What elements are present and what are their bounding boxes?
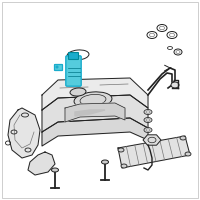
Polygon shape: [42, 95, 148, 132]
Polygon shape: [65, 103, 125, 122]
FancyBboxPatch shape: [66, 56, 81, 86]
Ellipse shape: [180, 136, 186, 140]
Ellipse shape: [56, 66, 58, 68]
Polygon shape: [143, 135, 161, 145]
Ellipse shape: [185, 152, 191, 156]
Ellipse shape: [102, 160, 108, 164]
Ellipse shape: [74, 92, 112, 108]
Ellipse shape: [144, 128, 152, 132]
Polygon shape: [42, 78, 148, 110]
Ellipse shape: [70, 88, 86, 96]
Ellipse shape: [144, 117, 152, 122]
FancyBboxPatch shape: [54, 64, 62, 71]
Polygon shape: [28, 152, 55, 175]
Polygon shape: [118, 136, 190, 168]
Ellipse shape: [52, 168, 58, 172]
Ellipse shape: [121, 164, 127, 168]
Polygon shape: [75, 110, 105, 116]
Ellipse shape: [144, 110, 152, 114]
Ellipse shape: [118, 148, 124, 152]
Ellipse shape: [171, 82, 179, 88]
Polygon shape: [8, 108, 40, 158]
FancyBboxPatch shape: [68, 52, 78, 60]
Polygon shape: [42, 118, 148, 146]
